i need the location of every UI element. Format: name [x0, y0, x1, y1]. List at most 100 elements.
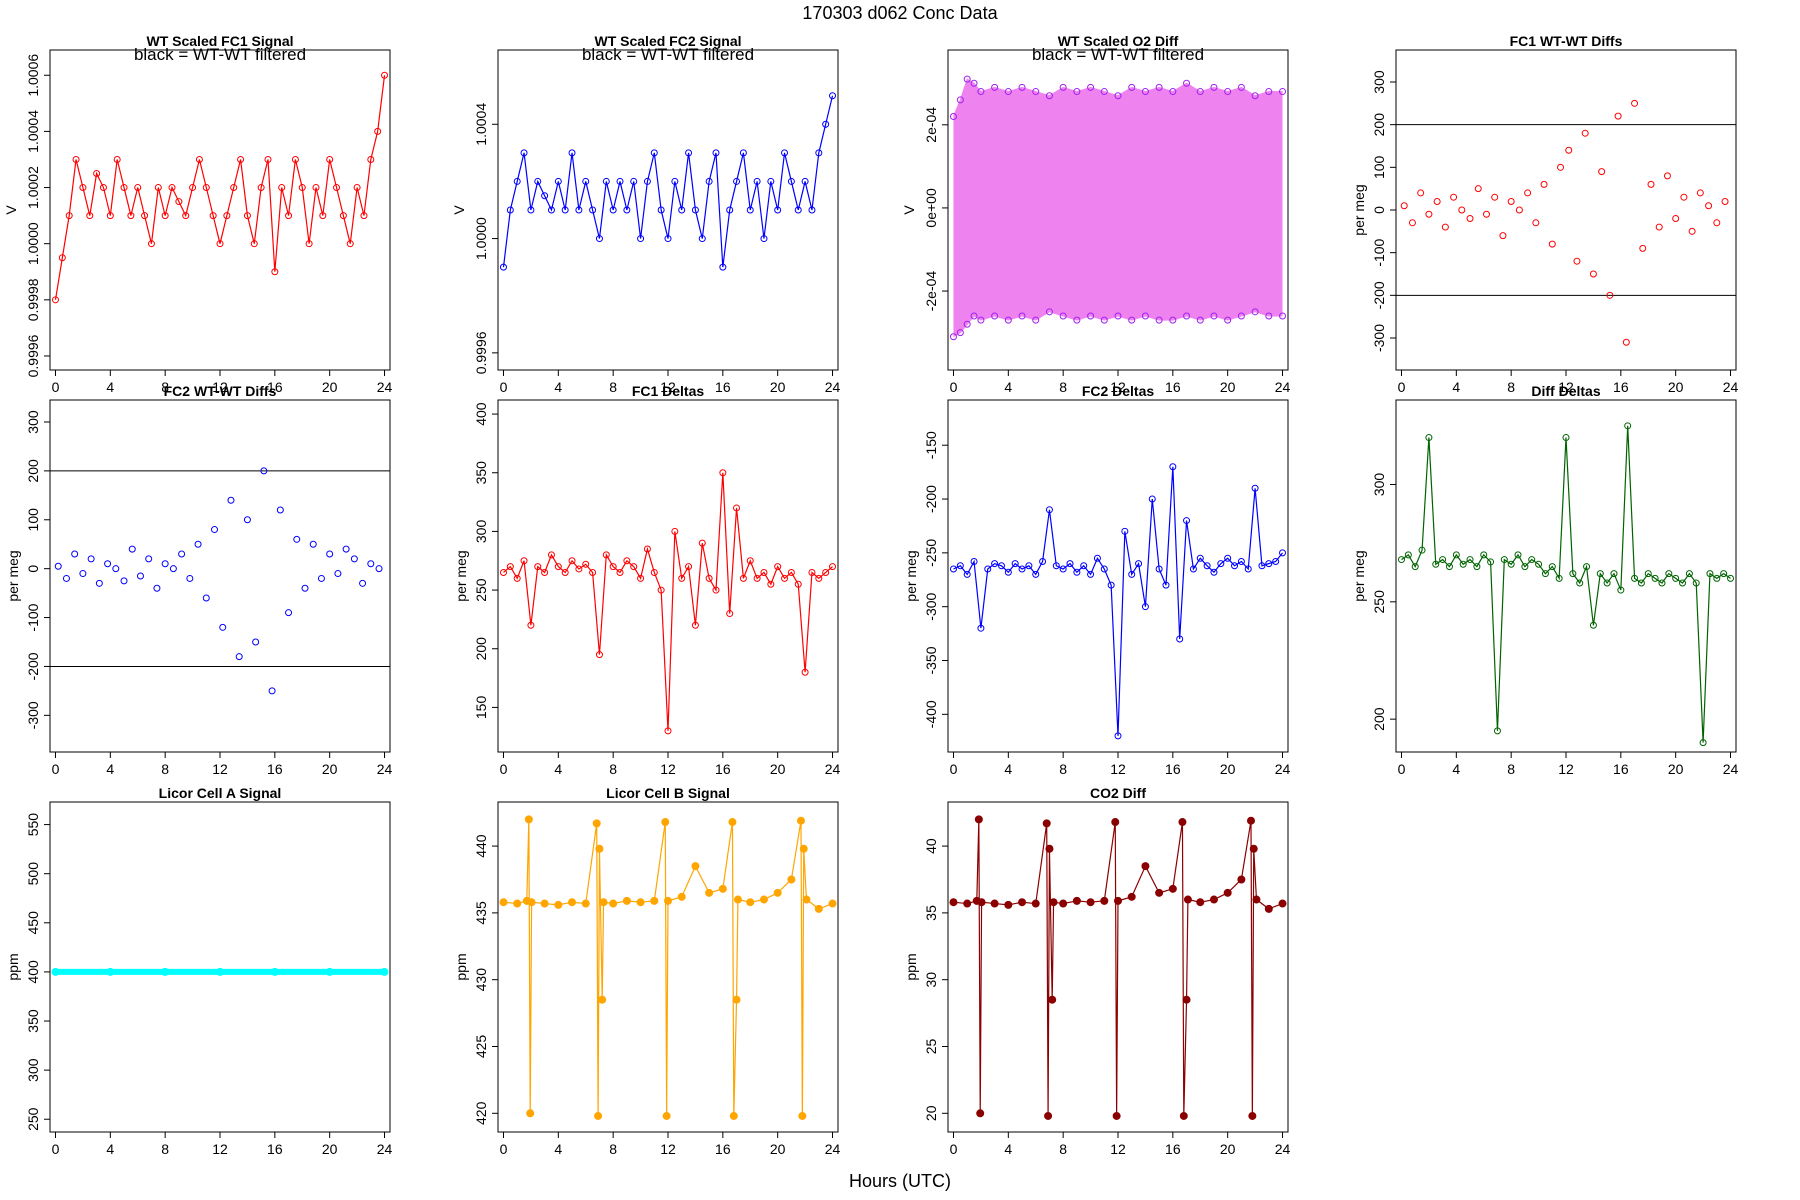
point-p8-27 [1583, 563, 1591, 571]
point-p7-10 [1018, 565, 1026, 573]
point-p11-32 [1223, 888, 1232, 897]
point-p2-33 [726, 206, 734, 214]
point-p7-48 [1279, 549, 1287, 557]
point-p7-16 [1059, 565, 1067, 573]
point-p11-5 [977, 898, 986, 907]
point-p1-15 [154, 184, 162, 192]
point-p2-11 [575, 206, 583, 214]
point-p6-10 [568, 557, 576, 565]
point-p3-y_lower-13 [1100, 316, 1108, 324]
x-tick-label-p10-3: 12 [660, 1141, 676, 1157]
point-p11-29 [1183, 895, 1192, 904]
panels: 0 4 8 12 16 20 24 0.9996 0.9998 1.0000 1.0002 1.000… [3, 33, 1739, 1157]
point-p8-25 [1569, 570, 1577, 578]
x-tick-label-p11-4: 16 [1165, 1141, 1181, 1157]
point-p3-y_upper-25 [1265, 88, 1273, 96]
point-p7-21 [1093, 554, 1101, 562]
point-p6-38 [760, 568, 768, 576]
point-p10-28 [732, 995, 741, 1004]
point-p1-5 [86, 212, 94, 220]
point-p11-9 [1031, 899, 1040, 908]
point-p9-1 [106, 967, 115, 976]
point-p3-y_lower-12 [1087, 312, 1095, 320]
point-p3-y_upper-2 [963, 75, 971, 83]
point-p8-8 [1452, 551, 1460, 559]
point-p6-35 [739, 574, 747, 582]
x-tick-label-p4-5: 20 [1668, 379, 1684, 395]
x-tick-label-p5-2: 8 [161, 761, 169, 777]
y-tick-label-p1-1: 0.9998 [25, 278, 41, 321]
point-p6-7 [547, 551, 555, 559]
point-p5-17 [194, 540, 202, 548]
panel-p6: 0 4 8 12 16 20 24 150 200 250 300 350 400 per meg FC1 … [453, 383, 841, 777]
x-tick-label-p2-5: 20 [770, 379, 786, 395]
point-p1-21 [195, 155, 203, 163]
panel-p9: 0 4 8 12 16 20 24 250 300 350 400 450 500 550 ppm Licor… [5, 785, 393, 1157]
point-p2-6 [541, 192, 549, 200]
point-p10-3 [524, 815, 533, 824]
point-p5-29 [293, 535, 301, 543]
x-tick-label-p10-2: 8 [609, 1141, 617, 1157]
point-p4-1 [1408, 219, 1416, 227]
point-p3-y_lower-21 [1210, 312, 1218, 320]
y-tick-label-p10-4: 440 [473, 834, 489, 858]
point-p1-33 [278, 184, 286, 192]
panel-title-p1: WT Scaled FC1 Signal [146, 33, 293, 49]
x-tick-label-p4-2: 8 [1507, 379, 1515, 395]
point-p6-17 [616, 568, 624, 576]
point-p11-33 [1237, 875, 1246, 884]
x-axis-label: Hours (UTC) [849, 1171, 951, 1191]
series-line-p2 [502, 95, 834, 268]
point-p4-18 [1548, 240, 1556, 248]
point-p5-9 [128, 545, 136, 553]
point-p5-8 [120, 577, 128, 585]
point-p8-35 [1637, 579, 1645, 587]
y-axis-label-p7: per meg [903, 550, 919, 601]
point-p6-11 [575, 565, 583, 573]
point-p6-9 [561, 568, 569, 576]
point-p11-39 [1278, 899, 1287, 908]
point-p11-14 [1049, 898, 1058, 907]
point-p2-42 [787, 177, 795, 185]
point-p3-y_upper-20 [1196, 88, 1204, 96]
point-p4-11 [1491, 193, 1499, 201]
point-p8-1 [1404, 551, 1412, 559]
point-p4-25 [1606, 291, 1614, 299]
panel-p4: 0 4 8 12 16 20 24 -300 -200 -100 0 100 200 300 per meg… [1351, 33, 1739, 395]
point-p2-20 [637, 235, 645, 243]
point-p4-5 [1441, 223, 1449, 231]
x-tick-label-p2-4: 16 [715, 379, 731, 395]
point-p8-2 [1411, 563, 1419, 571]
point-p2-18 [623, 206, 631, 214]
x-tick-label-p7-0: 0 [950, 761, 958, 777]
point-p7-14 [1045, 506, 1053, 514]
point-p1-22 [202, 184, 210, 192]
x-tick-label-p6-3: 12 [660, 761, 676, 777]
plot-area-p5 [50, 467, 390, 695]
point-p4-16 [1532, 219, 1540, 227]
point-p3-y_upper-11 [1073, 88, 1081, 96]
point-p2-7 [547, 206, 555, 214]
point-p11-3 [974, 815, 983, 824]
point-p6-27 [685, 563, 693, 571]
point-p2-19 [630, 177, 638, 185]
y-tick-label-p9-6: 550 [25, 813, 41, 837]
plot-area-p1 [51, 71, 389, 304]
point-p7-8 [1004, 568, 1012, 576]
point-p7-39 [1217, 560, 1225, 568]
panel-p2: 0 4 8 12 16 20 24 0.9996 1.0000 1.0004 V WT Scaled … [451, 33, 841, 395]
y-tick-label-p6-4: 350 [473, 461, 489, 485]
panel-title-p10: Licor Cell B Signal [606, 785, 730, 801]
point-p8-4 [1425, 434, 1433, 442]
point-p6-19 [630, 563, 638, 571]
point-p3-y_upper-5 [991, 83, 999, 91]
point-p10-27 [729, 1111, 738, 1120]
point-p7-28 [1141, 603, 1149, 611]
point-p5-4 [87, 555, 95, 563]
point-p11-4 [976, 1109, 985, 1118]
point-p7-27 [1135, 560, 1143, 568]
y-tick-label-p1-3: 1.0002 [25, 166, 41, 209]
point-p5-7 [112, 565, 120, 573]
series-line-p1 [54, 75, 386, 300]
point-p10-30 [746, 898, 755, 907]
